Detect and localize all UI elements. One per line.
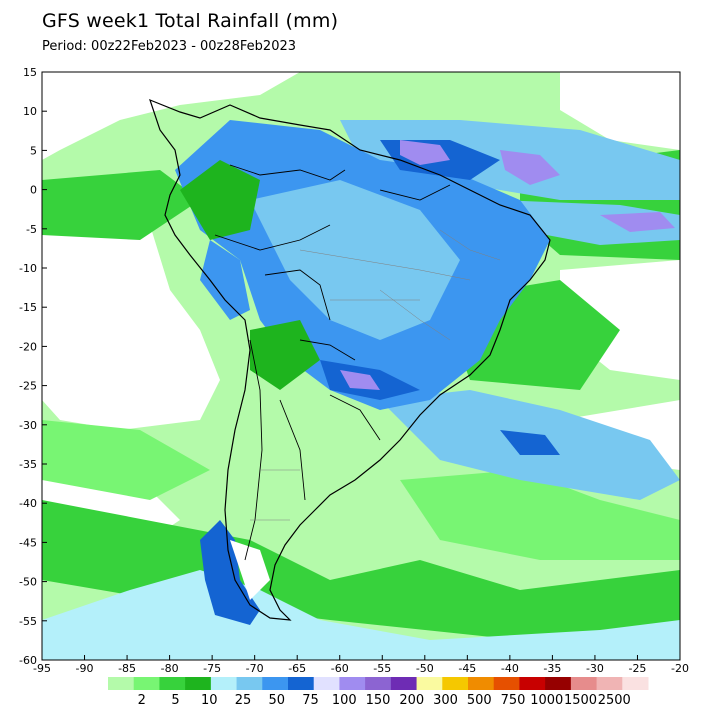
colorbar-swatch bbox=[468, 677, 495, 690]
colorbar-swatch bbox=[596, 677, 623, 690]
colorbar-swatch bbox=[519, 677, 546, 690]
lat-tick-label: -45 bbox=[19, 536, 37, 549]
colorbar-level-label: 300 bbox=[433, 693, 458, 708]
lon-tick-label: -25 bbox=[628, 662, 646, 675]
lon-tick-label: -70 bbox=[246, 662, 264, 675]
lon-tick-label: -85 bbox=[118, 662, 136, 675]
lat-tick-label: 5 bbox=[30, 144, 37, 157]
colorbar-swatch bbox=[313, 677, 340, 690]
colorbar-swatch bbox=[416, 677, 443, 690]
lat-tick-label: -25 bbox=[19, 380, 37, 393]
colorbar-swatch bbox=[288, 677, 315, 690]
lon-tick-label: -65 bbox=[288, 662, 306, 675]
colorbar-swatch bbox=[236, 677, 263, 690]
lon-tick-label: -35 bbox=[543, 662, 561, 675]
colorbar-level-label: 75 bbox=[302, 693, 319, 708]
country-borders bbox=[214, 164, 451, 561]
lon-tick-label: -40 bbox=[501, 662, 519, 675]
colorbar-level-label: 1000 bbox=[530, 693, 563, 708]
colorbar-swatch bbox=[185, 677, 212, 690]
latitude-axis: 15 10 5 0 -5 -10 -15 -20 -25 -30 -35 -40 -45 -50 -55 -6… bbox=[19, 66, 47, 667]
lat-tick-label: -5 bbox=[26, 223, 37, 236]
colorbar-swatch bbox=[493, 677, 520, 690]
colorbar-swatch bbox=[442, 677, 469, 690]
lat-tick-label: 10 bbox=[23, 105, 37, 118]
coastline bbox=[149, 98, 551, 621]
lon-tick-label: -20 bbox=[671, 662, 689, 675]
period-subtitle: Period: 00z22Feb2023 - 00z28Feb2023 bbox=[42, 39, 297, 54]
colorbar: 2 5 10 25 50 75 100 150 200 300 500 750 1000 1500 2500 bbox=[108, 677, 649, 708]
lon-tick-label: -45 bbox=[458, 662, 476, 675]
lon-tick-label: -60 bbox=[331, 662, 349, 675]
colorbar-swatch bbox=[365, 677, 392, 690]
map-title: GFS week1 Total Rainfall (mm) bbox=[42, 10, 339, 32]
rainfall-field bbox=[42, 72, 680, 660]
colorbar-level-label: 2 bbox=[138, 693, 146, 708]
colorbar-level-label: 50 bbox=[268, 693, 285, 708]
lat-tick-label: -20 bbox=[19, 340, 37, 353]
colorbar-swatch bbox=[210, 677, 238, 690]
colorbar-swatch bbox=[622, 677, 649, 690]
colorbar-level-label: 200 bbox=[399, 693, 424, 708]
lat-tick-label: 0 bbox=[30, 184, 37, 197]
lat-tick-label: -40 bbox=[19, 497, 37, 510]
colorbar-level-label: 150 bbox=[366, 693, 391, 708]
colorbar-level-label: 10 bbox=[201, 693, 218, 708]
colorbar-swatch bbox=[339, 677, 366, 690]
lat-tick-label: 15 bbox=[23, 66, 37, 79]
colorbar-level-label: 25 bbox=[235, 693, 252, 708]
lon-tick-label: -75 bbox=[203, 662, 221, 675]
colorbar-level-label: 750 bbox=[501, 693, 526, 708]
lat-tick-label: -15 bbox=[19, 301, 37, 314]
longitude-axis: -95 -90 -85 -80 -75 -70 -65 -60 -55 -50 -45 -40 -35 -… bbox=[33, 655, 689, 675]
colorbar-swatch bbox=[159, 677, 186, 690]
lon-tick-label: -95 bbox=[33, 662, 51, 675]
colorbar-level-label: 2500 bbox=[598, 693, 631, 708]
lat-tick-label: -55 bbox=[19, 615, 37, 628]
lon-tick-label: -90 bbox=[76, 662, 94, 675]
colorbar-level-label: 500 bbox=[467, 693, 492, 708]
lat-tick-label: -30 bbox=[19, 419, 37, 432]
lon-tick-label: -50 bbox=[416, 662, 434, 675]
colorbar-swatch bbox=[108, 677, 135, 690]
colorbar-swatch bbox=[390, 677, 418, 690]
lat-tick-label: -10 bbox=[19, 262, 37, 275]
plot-frame bbox=[41, 71, 681, 661]
colorbar-swatch bbox=[570, 677, 598, 690]
colorbar-swatch bbox=[545, 677, 572, 690]
lon-tick-label: -30 bbox=[586, 662, 604, 675]
colorbar-swatch bbox=[262, 677, 289, 690]
lon-tick-label: -80 bbox=[161, 662, 179, 675]
state-borders bbox=[250, 229, 501, 521]
lat-tick-label: -50 bbox=[19, 576, 37, 589]
colorbar-level-label: 100 bbox=[332, 693, 357, 708]
lon-tick-label: -55 bbox=[373, 662, 391, 675]
colorbar-swatch bbox=[133, 677, 160, 690]
lat-tick-label: -35 bbox=[19, 458, 37, 471]
colorbar-level-label: 1500 bbox=[564, 693, 597, 708]
colorbar-level-label: 5 bbox=[171, 693, 179, 708]
lat-tick-label: -60 bbox=[19, 654, 37, 667]
